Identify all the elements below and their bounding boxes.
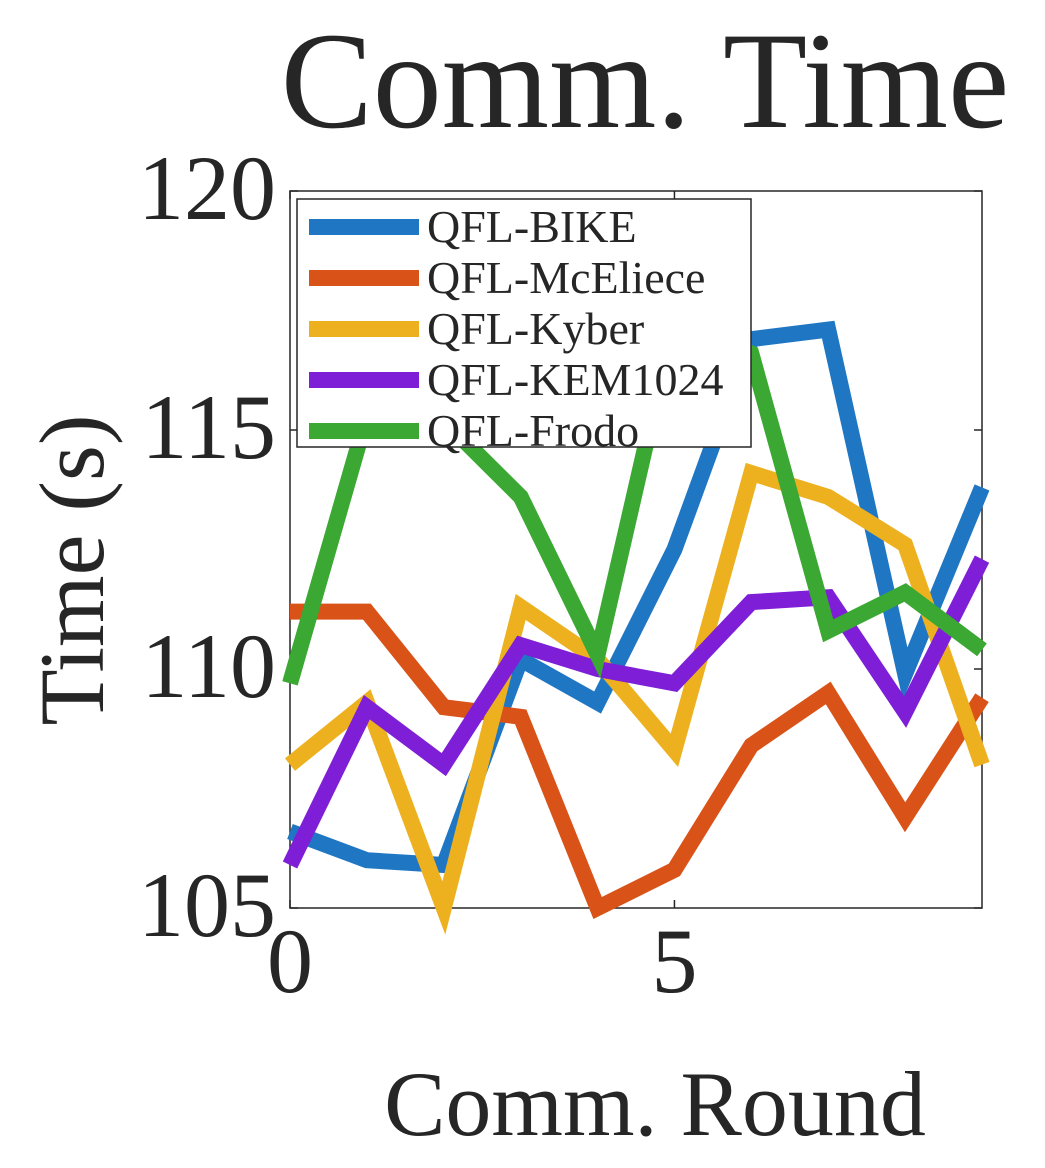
series-line-qfl-bike [287,320,990,874]
legend-entry-label: QFL-McEliece [427,252,705,303]
y-tick-label: 105 [138,854,276,956]
legend-entry-label: QFL-KEM1024 [427,354,723,405]
x-axis-label: Comm. Round [384,1053,926,1155]
y-tick-label: 110 [141,615,276,717]
series-line-qfl-mceliece [290,603,989,920]
x-tick-label: 0 [267,910,313,1012]
axes-box [289,190,983,909]
y-axis-label: Time (s) [21,415,123,726]
chart-title: Comm. Time [281,4,1010,157]
y-tick-label: 115 [141,376,276,478]
series-line-qfl-kem1024 [282,555,990,869]
y-tick-label: 120 [138,137,276,239]
x-tick-label: 5 [651,910,697,1012]
series-line-qfl-kyber [284,462,990,935]
legend-entry-label: QFL-Kyber [427,303,644,354]
plot-area: 105 110 115 120 0 5 [138,137,990,1012]
legend: QFL-BIKEQFL-McElieceQFL-KyberQFL-KEM1024… [296,198,752,456]
legend-entry-label: QFL-Frodo [427,405,639,456]
legend-entry-label: QFL-BIKE [427,201,637,252]
